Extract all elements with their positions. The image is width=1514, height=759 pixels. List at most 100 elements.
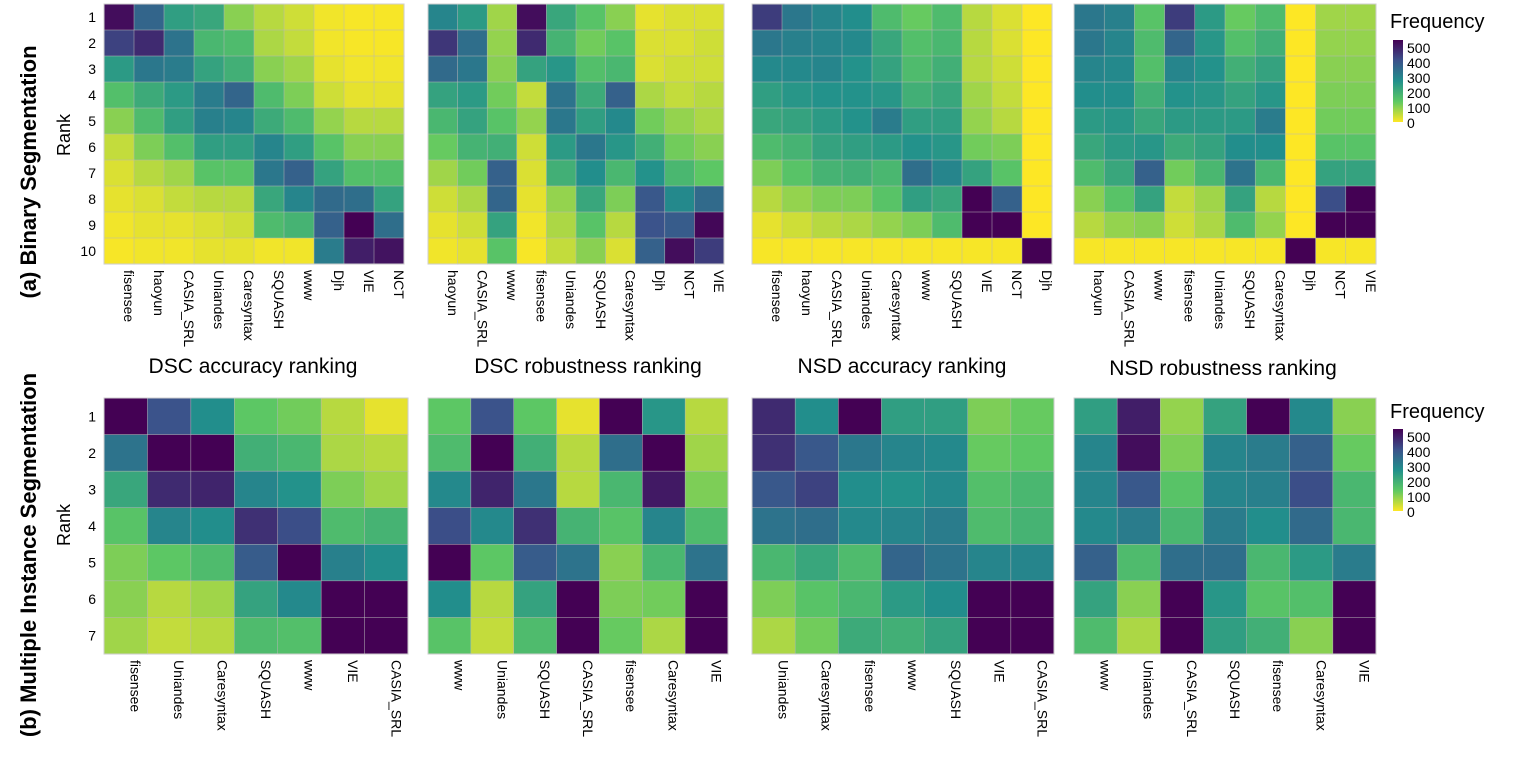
heatmap-cell xyxy=(556,580,600,618)
heatmap-cell xyxy=(575,29,607,57)
category-tick-label: SQUASH xyxy=(537,660,553,719)
heatmap-cell xyxy=(1164,107,1196,135)
heatmap-cell xyxy=(1246,434,1291,472)
heatmap-cell xyxy=(193,3,225,31)
category-tick-label: CASIA_SRL xyxy=(181,270,197,347)
category-tick-label: Caresyntax xyxy=(1313,660,1329,731)
heatmap-cell xyxy=(871,133,903,161)
category-tick-label: SQUASH xyxy=(1227,660,1243,719)
heatmap-cell xyxy=(838,544,882,582)
heatmap-cell xyxy=(1010,470,1055,509)
heatmap-cell xyxy=(634,81,666,109)
heatmap-cell xyxy=(871,81,903,109)
category-tick-label: fisensee xyxy=(769,270,785,322)
heatmap-cell xyxy=(1315,3,1347,31)
heatmap-cell xyxy=(103,434,148,472)
heatmap-cell xyxy=(811,133,843,161)
rank-tick-label: 8 xyxy=(88,191,96,207)
heatmap-cell xyxy=(234,434,279,472)
heatmap-cell xyxy=(1254,29,1286,57)
heatmap-cell xyxy=(1315,211,1347,239)
heatmap-cell xyxy=(811,81,843,109)
heatmap-cell xyxy=(283,29,315,57)
heatmap-cell xyxy=(486,159,518,187)
heatmap-cell xyxy=(751,159,783,187)
heatmap-cell xyxy=(133,211,165,239)
category-tick-label: SQUASH xyxy=(593,270,609,329)
heatmap-cell xyxy=(1134,107,1166,135)
heatmap-cell xyxy=(961,211,993,239)
heatmap-cell xyxy=(575,107,607,135)
heatmap-cell xyxy=(427,81,459,109)
category-tick-label: CASIA_SRL xyxy=(474,270,490,347)
heatmap-cell xyxy=(634,3,666,31)
heatmap-cell xyxy=(881,470,926,509)
heatmap-cell xyxy=(1315,29,1347,57)
column-title-nsd-accuracy: NSD accuracy ranking xyxy=(798,355,1007,378)
heatmap-cell xyxy=(794,580,839,618)
category-tick-label: Uniandes xyxy=(1212,270,1228,329)
heatmap-cell xyxy=(1224,55,1256,83)
heatmap-cell xyxy=(961,55,993,83)
heatmap-cell xyxy=(1345,133,1377,161)
panel-border xyxy=(427,397,729,655)
heatmap-cell xyxy=(193,211,225,239)
heatmap-cell xyxy=(373,237,405,265)
heatmap-cell xyxy=(277,580,322,618)
heatmap-cell xyxy=(931,133,963,161)
heatmap-cell xyxy=(193,29,225,57)
heatmap-cell xyxy=(253,211,285,239)
heatmap-cell xyxy=(103,507,148,545)
category-tick-label: CASIA_SRL xyxy=(1184,660,1200,737)
heatmap-cell xyxy=(1103,237,1135,265)
heatmap-cell xyxy=(684,544,729,582)
heatmap-cell xyxy=(991,3,1023,31)
heatmap-cell xyxy=(1073,544,1118,582)
heatmap-cell xyxy=(546,237,577,265)
heatmap-cell xyxy=(871,107,903,135)
category-tick-label: CASIA_SRL xyxy=(1034,660,1050,737)
heatmap-cell xyxy=(470,507,515,545)
heatmap-cell xyxy=(751,617,796,655)
heatmap-cell xyxy=(343,107,375,135)
heatmap-cell xyxy=(1254,159,1286,187)
heatmap-cell xyxy=(1315,133,1347,161)
category-tick-label: Caresyntax xyxy=(889,270,905,341)
heatmap-cell xyxy=(694,159,725,187)
heatmap-cell xyxy=(605,185,636,213)
heatmap-cell xyxy=(751,133,783,161)
heatmap-cell xyxy=(1073,580,1118,618)
heatmap-cell xyxy=(486,3,518,31)
heatmap-cell xyxy=(1203,617,1248,655)
heatmap-cell xyxy=(427,434,472,472)
rank-tick-label: 3 xyxy=(88,61,96,77)
heatmap-cell xyxy=(781,133,813,161)
heatmap-cell xyxy=(901,211,933,239)
heatmap-cell xyxy=(811,29,843,57)
category-tick-label: Uniandes xyxy=(859,270,875,329)
heatmap-cell xyxy=(871,185,903,213)
rank-tick-label: 6 xyxy=(88,139,96,155)
legend-tick: 300 xyxy=(1407,70,1431,86)
heatmap-cell xyxy=(694,237,725,265)
heatmap-cell xyxy=(343,159,375,187)
heatmap-cell xyxy=(961,185,993,213)
category-tick-label: Caresyntax xyxy=(241,270,257,341)
heatmap-cell xyxy=(516,3,547,31)
heatmap-cell xyxy=(427,211,459,239)
heatmap-cell xyxy=(486,29,518,57)
heatmap-cell xyxy=(1010,544,1055,582)
heatmap-cell xyxy=(967,470,1012,509)
heatmap-cell xyxy=(277,544,322,582)
heatmap-cell xyxy=(751,55,783,83)
rank-tick-label: 10 xyxy=(80,243,96,259)
heatmap-cell xyxy=(1164,211,1196,239)
heatmap-cell xyxy=(1289,544,1334,582)
heatmap-cell xyxy=(103,470,148,509)
heatmap-cell xyxy=(546,29,577,57)
heatmap-cell xyxy=(751,397,796,436)
heatmap-cell xyxy=(1246,580,1291,618)
category-tick-label: fisensee xyxy=(1182,270,1198,322)
heatmap-cell xyxy=(931,211,963,239)
heatmap-cell xyxy=(871,29,903,57)
